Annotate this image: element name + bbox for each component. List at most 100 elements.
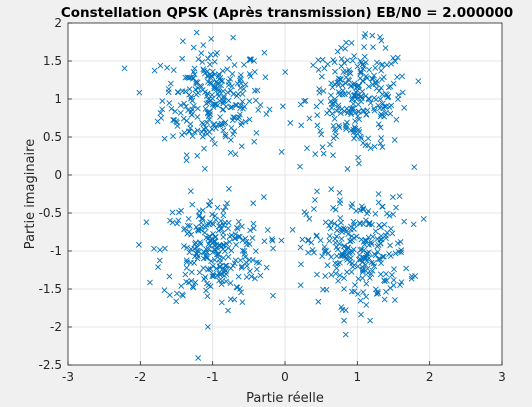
data-point	[399, 89, 406, 96]
data-point	[354, 113, 361, 120]
data-point	[392, 58, 399, 65]
x-tick-label: 2	[426, 370, 434, 384]
data-point	[207, 51, 214, 58]
data-point	[311, 249, 317, 256]
data-point	[401, 104, 408, 111]
data-point	[363, 111, 370, 118]
data-point	[304, 145, 310, 152]
data-point	[371, 72, 377, 79]
data-point	[371, 143, 378, 150]
data-point	[368, 241, 375, 248]
data-point	[227, 280, 234, 286]
data-point	[379, 144, 386, 150]
data-point	[338, 304, 345, 310]
y-axis-label: Partie imaginaire	[23, 139, 38, 249]
data-point	[234, 225, 241, 232]
data-point	[186, 86, 193, 92]
data-point	[365, 135, 372, 142]
data-point	[383, 61, 390, 68]
data-point	[343, 269, 350, 276]
data-point	[391, 266, 397, 273]
data-point	[196, 213, 202, 220]
data-point	[178, 207, 185, 214]
data-point	[356, 256, 362, 263]
data-point	[241, 103, 248, 110]
data-point	[310, 206, 317, 212]
data-point	[239, 98, 246, 105]
data-point	[211, 71, 218, 78]
data-point	[179, 291, 186, 298]
data-point	[366, 255, 372, 261]
data-point	[199, 215, 206, 221]
data-point	[381, 113, 388, 120]
data-point	[167, 217, 173, 224]
data-point	[351, 80, 358, 87]
data-point	[166, 100, 173, 107]
data-point	[192, 279, 199, 286]
data-point	[408, 275, 415, 282]
data-point	[301, 209, 308, 215]
data-point	[220, 212, 227, 219]
data-point	[338, 55, 345, 62]
data-point	[227, 149, 234, 156]
data-point	[328, 101, 335, 108]
data-point	[320, 88, 327, 94]
data-point	[194, 79, 201, 86]
data-point	[360, 108, 367, 115]
data-point	[236, 111, 243, 118]
data-point	[181, 129, 188, 136]
data-point	[368, 271, 375, 278]
data-point	[411, 164, 418, 171]
data-point	[136, 89, 143, 96]
data-point	[355, 101, 362, 108]
data-point	[333, 253, 340, 259]
data-point	[298, 261, 304, 268]
data-point	[351, 53, 358, 59]
data-point	[157, 246, 163, 253]
data-point	[218, 299, 225, 306]
data-point	[328, 186, 335, 193]
data-point	[365, 142, 372, 149]
data-point	[235, 273, 242, 280]
data-point	[358, 93, 365, 100]
data-point	[227, 137, 234, 143]
data-point	[328, 219, 334, 225]
data-point	[206, 61, 213, 68]
data-point	[375, 102, 382, 109]
data-point	[328, 92, 334, 99]
data-point	[239, 299, 246, 305]
data-point	[221, 272, 228, 279]
data-point	[201, 229, 208, 236]
data-point	[351, 221, 358, 228]
data-point	[234, 284, 241, 291]
data-point	[380, 253, 387, 260]
data-point	[208, 236, 215, 242]
data-point	[197, 241, 204, 247]
data-point	[186, 249, 193, 256]
data-point	[378, 37, 385, 44]
data-point	[205, 266, 212, 273]
data-point	[306, 215, 313, 222]
data-point	[375, 290, 382, 297]
data-point	[321, 249, 328, 255]
data-point	[379, 100, 386, 107]
data-point	[190, 102, 197, 109]
data-point	[151, 67, 158, 74]
data-point	[357, 70, 364, 77]
data-point	[208, 258, 215, 264]
data-point	[340, 243, 347, 250]
data-point	[187, 121, 194, 128]
data-point	[199, 59, 206, 65]
data-point	[397, 238, 404, 245]
data-point	[252, 275, 258, 282]
y-tick-label: -1	[50, 244, 62, 258]
data-point	[349, 260, 356, 267]
data-point	[387, 110, 394, 117]
data-point	[188, 93, 195, 100]
data-point	[211, 246, 218, 253]
data-point	[348, 39, 355, 46]
data-point	[381, 296, 388, 303]
data-point	[359, 259, 366, 266]
data-point	[359, 78, 366, 85]
data-point	[348, 233, 355, 240]
